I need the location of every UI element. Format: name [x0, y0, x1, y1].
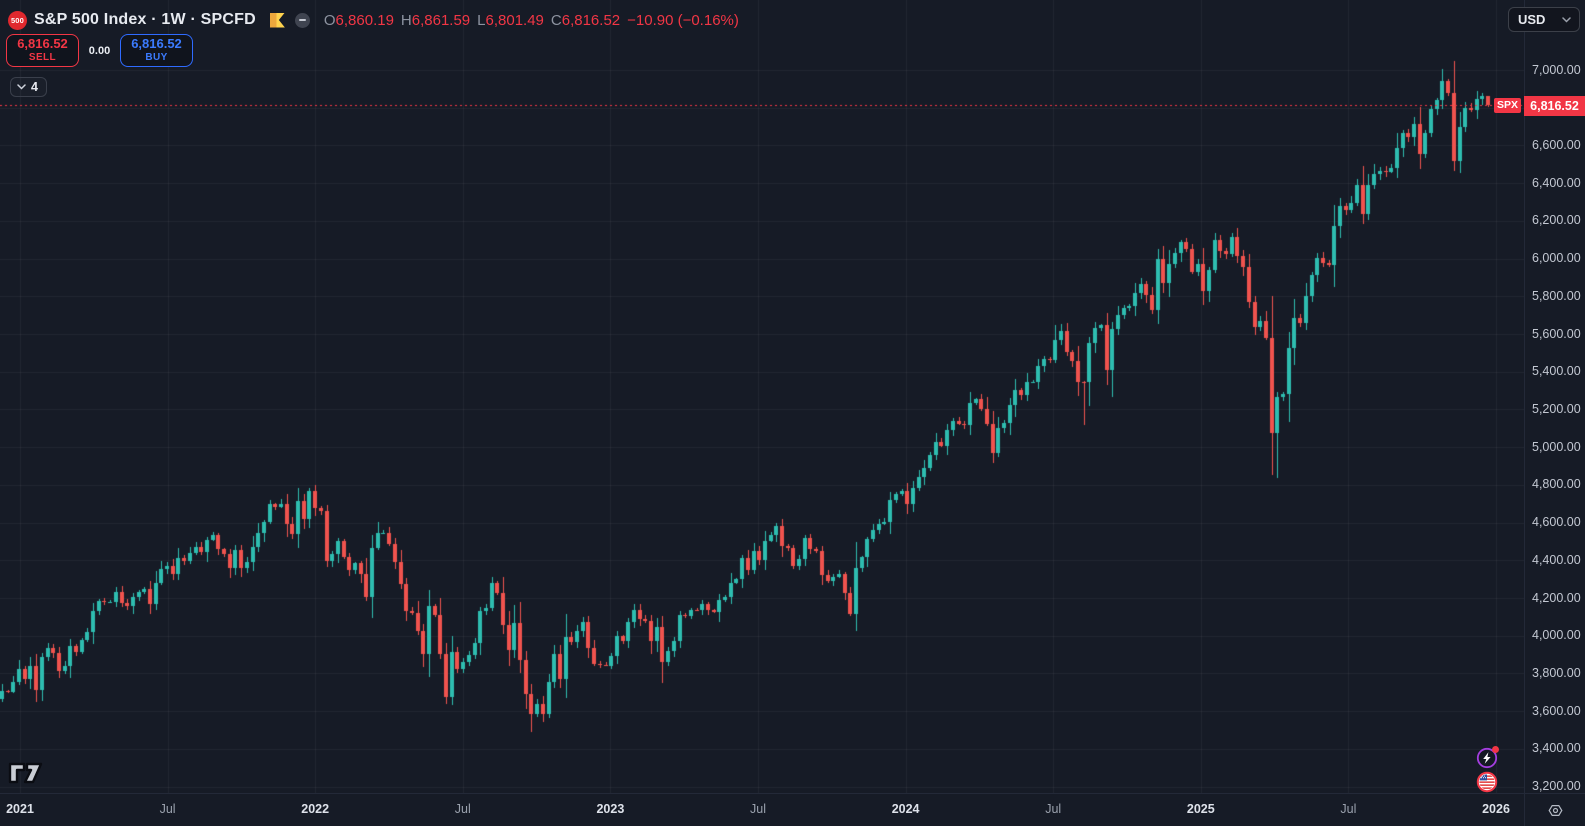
buy-price: 6,816.52 [131, 36, 182, 52]
currency-value: USD [1518, 12, 1546, 27]
price-tick-label: 5,200.00 [1532, 401, 1581, 416]
us-flag-icon [1476, 771, 1498, 793]
price-tick-label: 5,800.00 [1532, 288, 1581, 303]
quick-actions-button[interactable] [1476, 746, 1499, 769]
more-options-icon[interactable] [294, 12, 310, 28]
lightning-bolt-icon [1476, 747, 1498, 769]
symbol-header: 500 S&P 500 Index · 1W · SPCFD O6,860.19… [8, 9, 739, 31]
time-tick-label: 2022 [301, 802, 330, 816]
notification-dot [1492, 746, 1499, 753]
time-tick-label: 2025 [1186, 802, 1215, 816]
currency-selector[interactable]: USD [1508, 7, 1580, 32]
open-label: O [323, 11, 336, 29]
price-tick-label: 4,400.00 [1532, 552, 1581, 567]
spread-value: 0.00 [88, 44, 111, 57]
price-tick-label: 3,600.00 [1532, 703, 1581, 718]
high-label: H [400, 11, 412, 29]
economic-calendar-button[interactable] [1476, 771, 1498, 793]
candlestick-chart[interactable] [0, 0, 1524, 793]
tradingview-logo[interactable] [8, 761, 44, 790]
last-price-badge: 6,816.52 [1524, 95, 1585, 116]
axis-settings-icon[interactable] [1547, 802, 1564, 819]
time-tick-label: Jul [1045, 802, 1062, 816]
sp500-logo-icon: 500 [8, 10, 27, 30]
low-label: L [477, 11, 486, 29]
buy-label: BUY [145, 52, 168, 64]
price-tick-label: 5,000.00 [1532, 439, 1581, 454]
time-tick-label: Jul [159, 802, 176, 816]
price-tick-label: 3,800.00 [1532, 665, 1581, 680]
interval-count: 4 [31, 80, 38, 94]
interval-widget[interactable]: 4 [10, 77, 47, 97]
time-tick-label: Jul [750, 802, 766, 816]
flag-icon[interactable] [269, 12, 285, 28]
change-value: −10.90 (−0.16%) [627, 11, 739, 29]
time-tick-label: 2021 [6, 802, 34, 816]
close-label: C [550, 11, 562, 29]
price-axis[interactable]: 7,000.00 6,600.00 6,400.00 6,200.00 6,000.00… [1524, 0, 1585, 793]
time-tick-label: Jul [1340, 802, 1357, 816]
trade-panel: 6,816.52 SELL 0.00 6,816.52 BUY [6, 34, 193, 67]
price-tick-label: 6,200.00 [1532, 213, 1581, 228]
sell-button[interactable]: 6,816.52 SELL [6, 34, 79, 67]
symbol-title[interactable]: S&P 500 Index · 1W · SPCFD [34, 11, 256, 28]
time-tick-label: 2024 [891, 802, 920, 816]
price-tick-label: 5,600.00 [1532, 326, 1581, 341]
price-tick-label: 4,000.00 [1532, 628, 1581, 643]
price-tick-label: 4,800.00 [1532, 477, 1581, 492]
price-tick-label: 6,600.00 [1532, 137, 1581, 152]
ohlc-values: O6,860.19 H6,861.59 L6,801.49 C6,816.52 −10.… [324, 12, 739, 29]
buy-button[interactable]: 6,816.52 BUY [120, 34, 193, 67]
price-tick-label: 3,400.00 [1532, 741, 1581, 756]
price-tick-label: 5,400.00 [1532, 364, 1581, 379]
price-tick-label: 6,000.00 [1532, 251, 1581, 266]
time-tick-label: Jul [454, 802, 471, 816]
low-value: 6,801.49 [485, 11, 544, 29]
price-tick-label: 3,200.00 [1532, 779, 1581, 794]
price-tick-label: 7,000.00 [1532, 62, 1581, 77]
chevron-down-icon [17, 84, 26, 90]
chevron-down-icon [1562, 16, 1571, 23]
time-tick-label: 2023 [596, 802, 625, 816]
symbol-price-tag: SPX [1494, 97, 1521, 113]
time-tick-label: 2026 [1482, 802, 1510, 816]
price-tick-label: 6,400.00 [1532, 175, 1581, 190]
open-value: 6,860.19 [335, 11, 394, 29]
axis-corner [1524, 793, 1585, 826]
time-axis[interactable]: 2021 Jul 2022 Jul 2023 Jul 2024 Jul 2025 Jul 2026 [0, 793, 1524, 826]
sell-label: SELL [28, 52, 57, 64]
high-value: 6,861.59 [411, 11, 471, 29]
close-value: 6,816.52 [561, 11, 621, 29]
price-tick-label: 4,200.00 [1532, 590, 1581, 605]
price-tick-label: 4,600.00 [1532, 515, 1581, 530]
sell-price: 6,816.52 [17, 36, 68, 52]
